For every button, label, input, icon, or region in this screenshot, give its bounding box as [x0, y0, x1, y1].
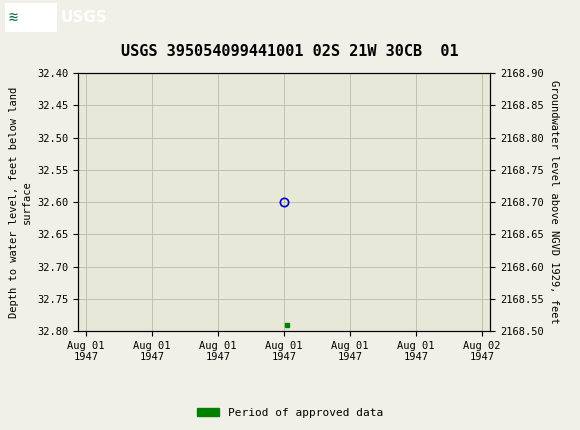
- Legend: Period of approved data: Period of approved data: [193, 403, 387, 422]
- Text: ≋: ≋: [9, 10, 18, 25]
- Text: USGS: USGS: [61, 10, 108, 25]
- Y-axis label: Groundwater level above NGVD 1929, feet: Groundwater level above NGVD 1929, feet: [549, 80, 559, 324]
- FancyBboxPatch shape: [5, 3, 57, 32]
- Text: USGS 395054099441001 02S 21W 30CB  01: USGS 395054099441001 02S 21W 30CB 01: [121, 44, 459, 59]
- Y-axis label: Depth to water level, feet below land
surface: Depth to water level, feet below land su…: [9, 86, 32, 318]
